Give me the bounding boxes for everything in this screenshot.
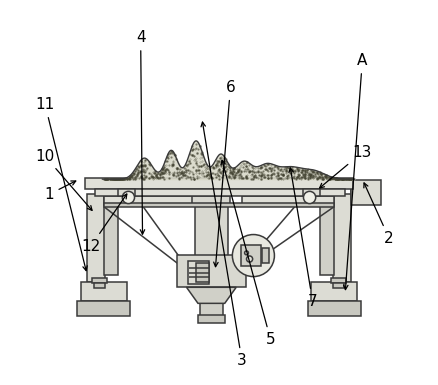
Bar <box>307 301 361 316</box>
Bar <box>311 282 357 301</box>
Text: 2: 2 <box>364 183 394 246</box>
Bar <box>118 189 135 196</box>
Bar <box>94 283 105 288</box>
Circle shape <box>244 251 248 255</box>
Bar <box>95 189 345 196</box>
Text: A: A <box>343 53 367 290</box>
Bar <box>104 196 196 205</box>
Bar <box>198 315 225 323</box>
Bar <box>241 245 261 266</box>
Bar <box>320 196 334 275</box>
Text: 1: 1 <box>44 181 76 202</box>
Bar <box>85 178 353 189</box>
Circle shape <box>304 191 316 204</box>
Circle shape <box>122 191 134 204</box>
Text: 10: 10 <box>35 149 92 210</box>
Circle shape <box>233 234 275 276</box>
Bar <box>332 278 346 283</box>
Bar <box>104 203 334 207</box>
Text: 4: 4 <box>136 30 145 234</box>
Text: 13: 13 <box>320 145 372 188</box>
Bar <box>262 248 269 263</box>
Bar <box>188 261 209 284</box>
Bar <box>303 189 320 196</box>
Bar <box>177 255 246 287</box>
Text: 6: 6 <box>214 80 235 267</box>
Bar <box>104 196 118 275</box>
Polygon shape <box>187 287 236 303</box>
Bar <box>87 194 106 282</box>
Bar <box>195 198 228 275</box>
Bar <box>81 282 127 301</box>
Bar <box>92 278 106 283</box>
Circle shape <box>247 256 253 262</box>
Bar <box>242 196 334 205</box>
Bar <box>351 180 381 205</box>
Text: 11: 11 <box>35 97 87 271</box>
Text: 12: 12 <box>81 194 127 253</box>
Bar <box>200 303 223 316</box>
Text: 7: 7 <box>289 168 318 309</box>
Bar <box>333 283 344 288</box>
Bar <box>332 194 351 282</box>
Text: 5: 5 <box>221 160 276 347</box>
Bar <box>192 196 230 206</box>
Bar <box>77 301 131 316</box>
Bar <box>196 263 209 282</box>
Text: 3: 3 <box>201 122 247 368</box>
